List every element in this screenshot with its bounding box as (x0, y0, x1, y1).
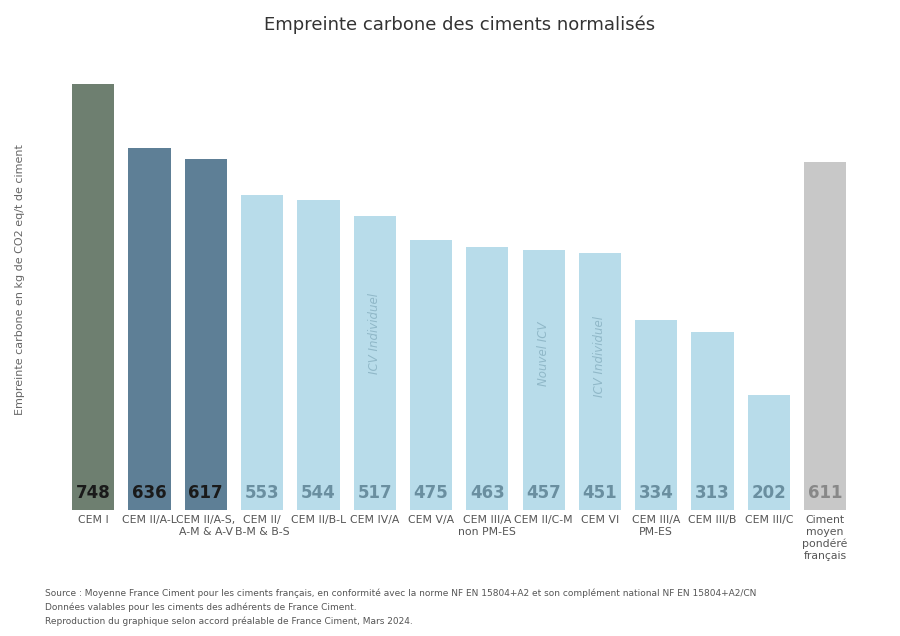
Text: 544: 544 (301, 485, 336, 502)
Text: Nouvel ICV: Nouvel ICV (537, 322, 550, 387)
Text: Source : Moyenne France Ciment pour les ciments français, en conformité avec la : Source : Moyenne France Ciment pour les … (45, 589, 756, 626)
Text: 636: 636 (132, 485, 166, 502)
Text: ICV Individuel: ICV Individuel (593, 315, 607, 397)
Text: ICV Individuel: ICV Individuel (368, 293, 382, 374)
Bar (804, 162, 846, 510)
Text: 611: 611 (808, 485, 842, 502)
Bar (635, 320, 678, 510)
Text: 553: 553 (245, 485, 279, 502)
Bar (748, 395, 790, 510)
Text: 517: 517 (357, 485, 392, 502)
Text: 748: 748 (76, 485, 111, 502)
Bar (466, 247, 508, 510)
Text: 202: 202 (752, 485, 787, 502)
Text: 463: 463 (470, 485, 505, 502)
Text: 617: 617 (188, 485, 223, 502)
Text: 475: 475 (414, 485, 448, 502)
Bar (410, 240, 452, 510)
Text: 313: 313 (695, 485, 730, 502)
Bar (129, 148, 171, 510)
Text: 334: 334 (639, 485, 674, 502)
Bar (297, 200, 339, 510)
Bar (691, 332, 734, 510)
Text: 457: 457 (526, 485, 561, 502)
Title: Empreinte carbone des ciments normalisés: Empreinte carbone des ciments normalisés (264, 15, 654, 34)
Bar (72, 84, 114, 510)
Bar (241, 195, 284, 510)
Y-axis label: Empreinte carbone en kg de CO2 eq/t de ciment: Empreinte carbone en kg de CO2 eq/t de c… (15, 144, 25, 415)
Bar (354, 216, 396, 510)
Bar (579, 253, 621, 510)
Bar (184, 159, 227, 510)
Text: 451: 451 (582, 485, 617, 502)
Bar (523, 250, 564, 510)
